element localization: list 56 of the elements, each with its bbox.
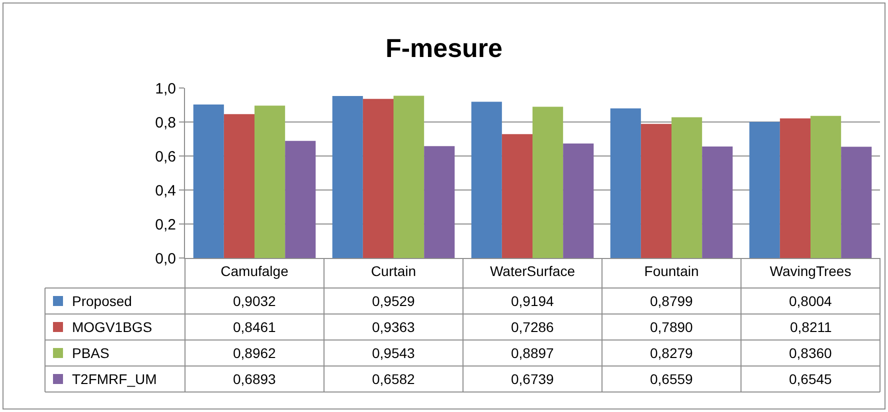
- data-label: 0,9363: [372, 319, 416, 335]
- legend-label: Proposed: [72, 293, 132, 309]
- data-label: 0,8360: [789, 345, 832, 361]
- y-tick-label: 0,2: [155, 216, 176, 234]
- bar: [502, 134, 532, 258]
- bar: [672, 117, 702, 258]
- data-label: 0,8211: [790, 319, 832, 335]
- data-label: 0,9194: [511, 293, 554, 309]
- data-label: 0,8279: [650, 345, 694, 361]
- data-label: 0,6582: [372, 371, 416, 387]
- data-label: 0,6545: [789, 371, 832, 387]
- y-tick-label: 0,0: [155, 250, 176, 268]
- bar: [362, 98, 394, 258]
- data-label: 0,8897: [511, 345, 554, 361]
- bar: [394, 96, 424, 258]
- data-label: 0,8004: [789, 293, 832, 309]
- x-tick-label: Camufalge: [220, 262, 289, 279]
- bar: [841, 146, 872, 258]
- legend-label: T2FMRF_UM: [72, 371, 157, 387]
- bar: [424, 146, 455, 258]
- bar: [193, 104, 224, 258]
- x-tick-label: Curtain: [370, 262, 416, 279]
- bar: [563, 143, 594, 258]
- bar: [780, 118, 810, 258]
- bar: [610, 108, 641, 258]
- x-tick-label: WavingTrees: [770, 262, 852, 279]
- y-tick-label: 1,0: [155, 80, 176, 98]
- bar: [702, 146, 733, 258]
- bar: [471, 102, 502, 258]
- bar: [640, 124, 672, 258]
- bar: [810, 116, 842, 258]
- y-tick-label: 0,4: [155, 182, 176, 200]
- bar: [532, 106, 564, 258]
- data-label: 0,8799: [650, 293, 694, 309]
- legend-label: MOGV1BGS: [72, 319, 152, 335]
- data-label: 0,6559: [650, 371, 694, 387]
- bar: [285, 140, 316, 258]
- y-tick-label: 0,8: [155, 114, 176, 132]
- data-label: 0,6739: [511, 371, 554, 387]
- bar: [749, 122, 780, 258]
- data-label: 0,9032: [233, 293, 276, 309]
- bar: [224, 114, 254, 258]
- bar: [254, 106, 286, 258]
- data-label: 0,9543: [372, 345, 416, 361]
- bar: [332, 96, 363, 258]
- data-label: 0,7286: [511, 319, 554, 335]
- legend-label: PBAS: [72, 345, 110, 361]
- data-label: 0,8962: [233, 345, 276, 361]
- chart-title: F-mesure: [385, 33, 503, 64]
- x-tick-label: WaterSurface: [490, 262, 576, 279]
- data-label: 0,6893: [233, 371, 276, 387]
- data-label: 0,8461: [233, 319, 276, 335]
- x-tick-label: Fountain: [644, 262, 699, 279]
- y-tick-label: 0,6: [155, 148, 176, 166]
- data-label: 0,7890: [650, 319, 694, 335]
- data-label: 0,9529: [372, 293, 416, 309]
